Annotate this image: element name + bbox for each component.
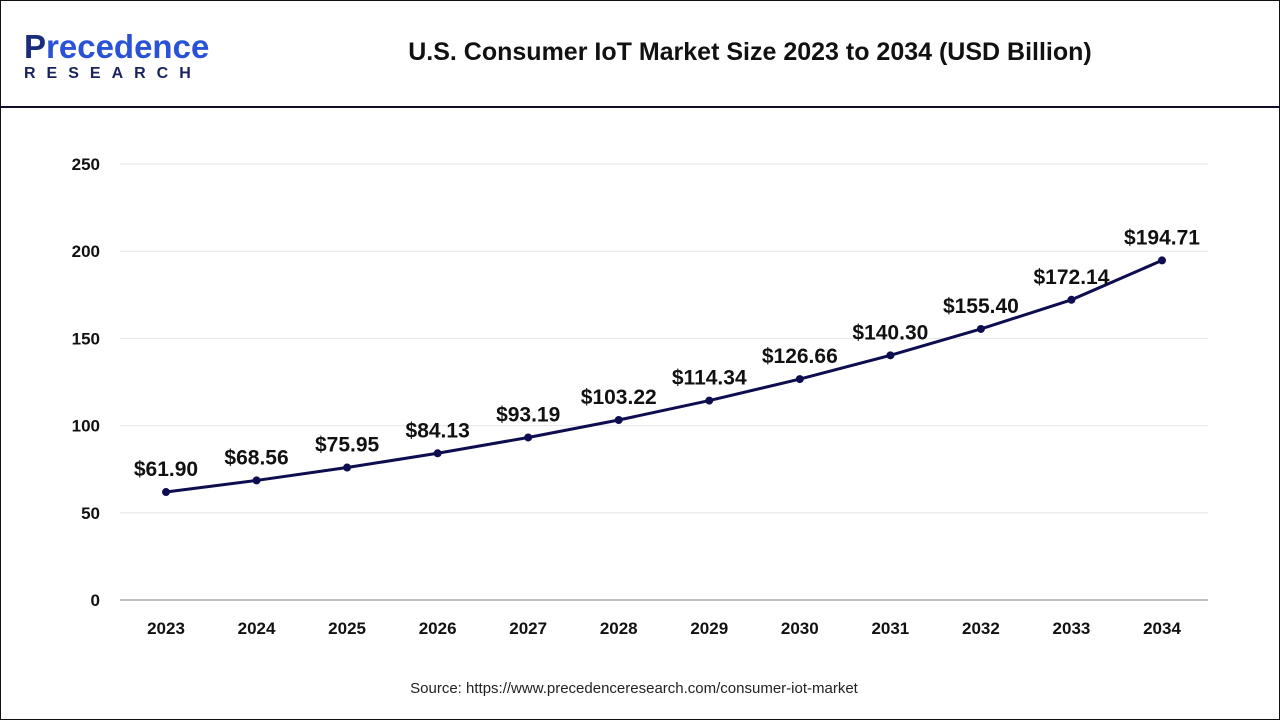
data-label: $84.13 — [406, 419, 470, 442]
y-tick-label: 0 — [91, 591, 100, 610]
y-tick-label: 200 — [72, 242, 100, 261]
data-label: $68.56 — [224, 446, 288, 469]
source-text: Source: https://www.precedenceresearch.c… — [410, 680, 858, 697]
x-tick-label: 2034 — [1143, 619, 1181, 638]
x-tick-label: 2028 — [600, 619, 638, 638]
logo-initial: P — [24, 28, 47, 65]
data-point — [1067, 295, 1076, 304]
x-tick-label: 2033 — [1053, 619, 1091, 638]
data-label: $75.95 — [315, 434, 380, 457]
data-label: $194.71 — [1124, 226, 1200, 249]
data-label: $172.14 — [1033, 266, 1109, 289]
logo-text: recedence — [46, 28, 210, 65]
data-label: $61.90 — [134, 458, 198, 481]
precedence-research-logo: Precedence RESEARCH — [24, 30, 209, 83]
data-point — [343, 463, 352, 472]
x-tick-label: 2031 — [871, 619, 909, 638]
data-point — [614, 415, 623, 424]
data-label: $155.40 — [943, 295, 1019, 318]
x-tick-label: 2025 — [328, 619, 366, 638]
data-label: $126.66 — [762, 345, 838, 368]
data-label: $140.30 — [852, 321, 928, 344]
y-tick-label: 50 — [81, 504, 100, 523]
x-tick-label: 2027 — [509, 619, 547, 638]
x-tick-label: 2023 — [147, 619, 185, 638]
x-tick-label: 2026 — [419, 619, 457, 638]
x-tick-label: 2030 — [781, 619, 819, 638]
y-tick-label: 150 — [72, 329, 100, 348]
data-point — [1158, 256, 1166, 265]
y-tick-label: 100 — [72, 417, 100, 436]
series-line — [165, 259, 1163, 494]
data-point — [705, 396, 714, 405]
y-tick-label: 250 — [72, 155, 100, 174]
logo-subtext: RESEARCH — [24, 65, 202, 82]
data-point — [976, 324, 985, 333]
data-point — [162, 488, 170, 497]
x-tick-label: 2024 — [238, 619, 276, 638]
data-label: $114.34 — [672, 367, 747, 390]
data-point — [886, 351, 895, 360]
data-label: $103.22 — [581, 386, 657, 409]
x-tick-label: 2029 — [690, 619, 728, 638]
data-point — [433, 449, 442, 458]
data-point — [524, 433, 533, 442]
data-label: $93.19 — [496, 403, 560, 426]
chart-title: U.S. Consumer IoT Market Size 2023 to 20… — [408, 38, 1092, 66]
data-point — [252, 476, 261, 485]
header-divider — [0, 106, 1280, 108]
data-point — [795, 375, 804, 384]
x-tick-label: 2032 — [962, 619, 1000, 638]
